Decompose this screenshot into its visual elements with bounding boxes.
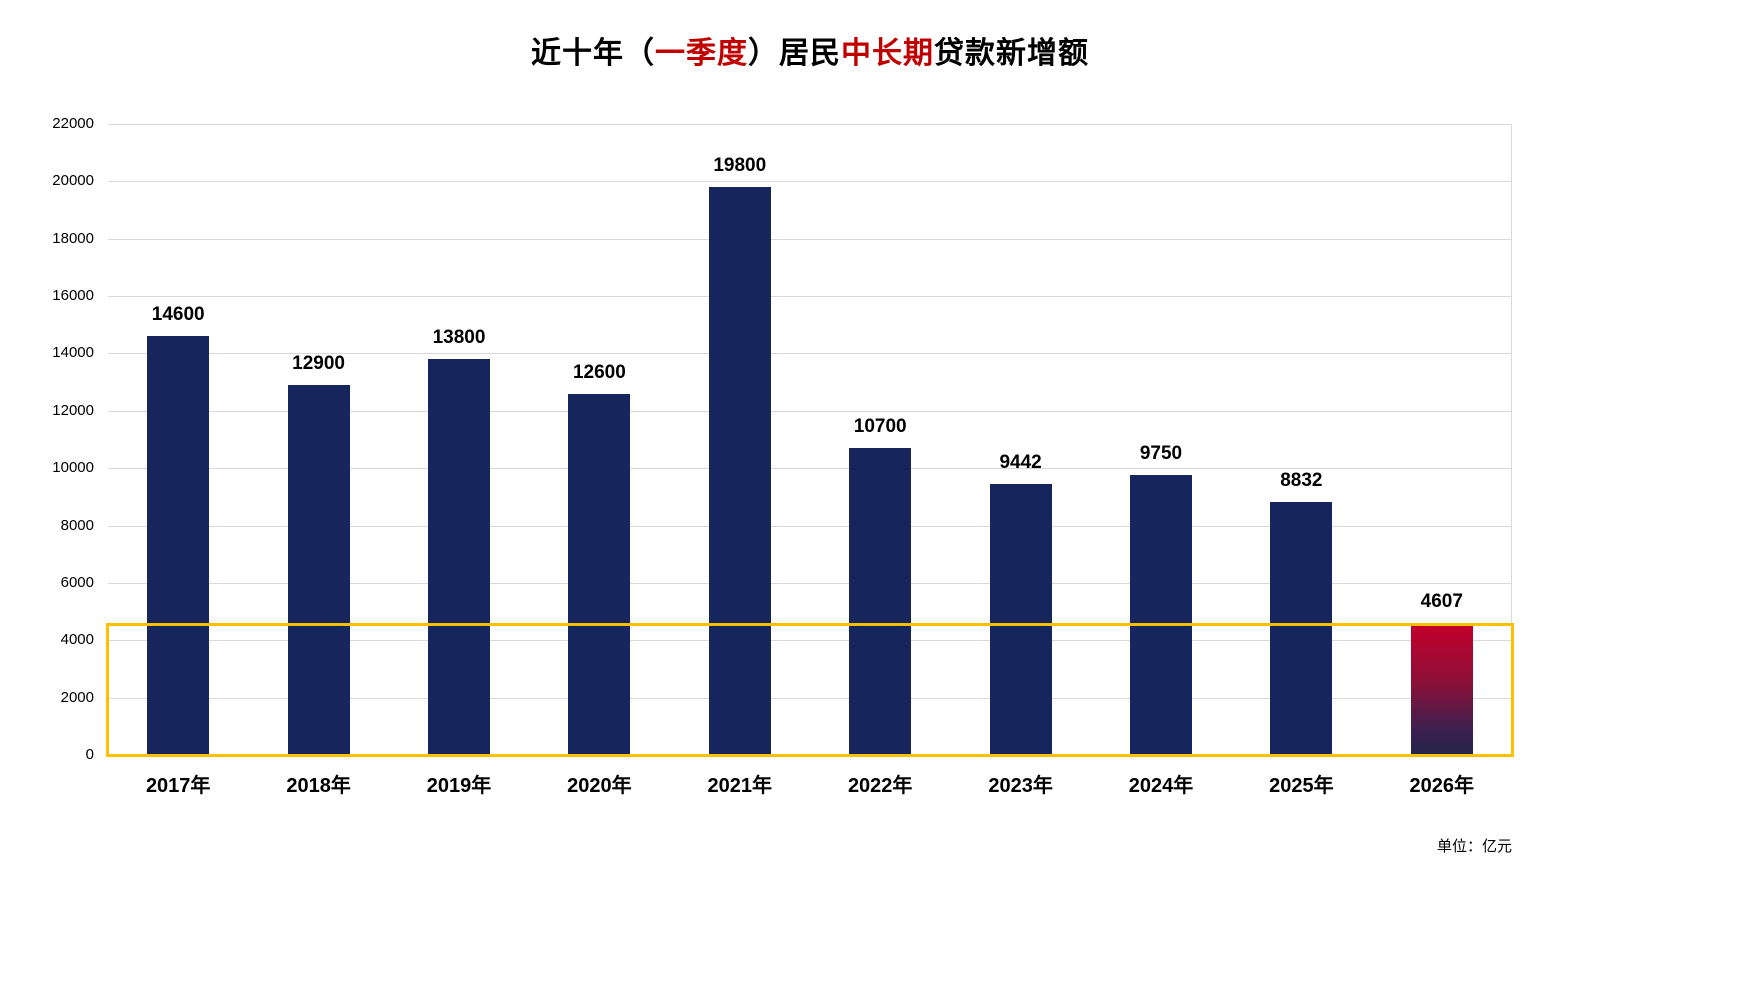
- x-axis-label: 2020年: [567, 775, 632, 797]
- plot-area: 0 2000 4000 6000 8000 10000 12000 14000 16000 180…: [52, 115, 1514, 797]
- bar-2025年: [1270, 501, 1333, 755]
- bar-2018年: [287, 385, 350, 755]
- plot-right-border: [1511, 124, 1512, 755]
- x-axis-label: 2017年: [145, 775, 211, 797]
- title-segment: 中长期: [841, 37, 934, 70]
- y-axis-tick-label: 18000: [52, 229, 94, 247]
- gridline: [108, 640, 1512, 642]
- gridline: [108, 697, 1512, 699]
- bar-2026年: [1410, 622, 1473, 755]
- x-axis-label: 2021年: [707, 775, 773, 797]
- y-axis-tick-label: 12000: [52, 401, 94, 419]
- chart-title: 近十年（一季度）居民中长期贷款新增额: [108, 28, 1512, 72]
- gridline: [108, 124, 1512, 125]
- y-axis-tick-label: 20000: [52, 172, 94, 190]
- title-segment: 近十年（: [531, 37, 655, 70]
- bar-value-label: 14600: [151, 304, 205, 326]
- y-axis-tick-label: 14000: [52, 344, 94, 362]
- title-segment: 贷款新增额: [934, 37, 1089, 70]
- bar-2019年: [428, 359, 490, 755]
- x-axis-label: 2019年: [426, 775, 492, 797]
- title-segment: 一季度: [655, 37, 748, 70]
- gridline: [108, 410, 1512, 412]
- title-segment: ）居民: [748, 37, 841, 70]
- y-axis-tick-label: 10000: [52, 459, 94, 477]
- gridline: [108, 755, 1512, 756]
- gridline: [108, 353, 1512, 355]
- bar-value-label: 12600: [572, 361, 626, 383]
- bar-value-label: 9750: [1139, 443, 1183, 465]
- gridline: [108, 525, 1512, 527]
- x-axis-label: 2024年: [1128, 775, 1194, 797]
- bar-value-label: 9442: [999, 452, 1042, 474]
- bar-value-label: 4607: [1420, 590, 1463, 612]
- x-axis-label: 2026年: [1409, 775, 1475, 797]
- gridline: [108, 468, 1512, 470]
- x-axis-label: 2025年: [1269, 775, 1334, 797]
- y-axis-tick-label: 16000: [52, 287, 94, 305]
- bar-2024年: [1130, 475, 1192, 755]
- bar-2017年: [147, 336, 210, 755]
- bar-value-label: 19800: [713, 155, 767, 177]
- bar-value-label: 12900: [292, 353, 345, 374]
- bar-2021年: [708, 187, 771, 755]
- gridline: [108, 238, 1512, 240]
- y-axis-tick-label: 22000: [52, 115, 94, 132]
- x-axis-label: 2023年: [988, 775, 1053, 797]
- y-axis-tick-label: 8000: [60, 516, 94, 534]
- gridline: [108, 296, 1512, 298]
- y-axis-tick-label: 0: [85, 746, 94, 763]
- bar-2020年: [568, 393, 631, 755]
- bar-2022年: [849, 448, 912, 755]
- bar-2023年: [989, 484, 1052, 755]
- x-axis-label: 2018年: [286, 775, 351, 797]
- x-axis-label: 2022年: [847, 775, 913, 797]
- unit-label: 单位：亿元: [1436, 838, 1512, 855]
- gridline: [108, 181, 1512, 183]
- bar-value-label: 13800: [432, 327, 486, 349]
- y-axis-tick-label: 4000: [60, 631, 94, 649]
- bar-value-label: 8832: [1280, 469, 1323, 491]
- y-axis-tick-label: 2000: [60, 688, 94, 706]
- y-axis-tick-label: 6000: [60, 573, 94, 591]
- gridline: [108, 582, 1512, 584]
- bar-value-label: 10700: [853, 416, 907, 438]
